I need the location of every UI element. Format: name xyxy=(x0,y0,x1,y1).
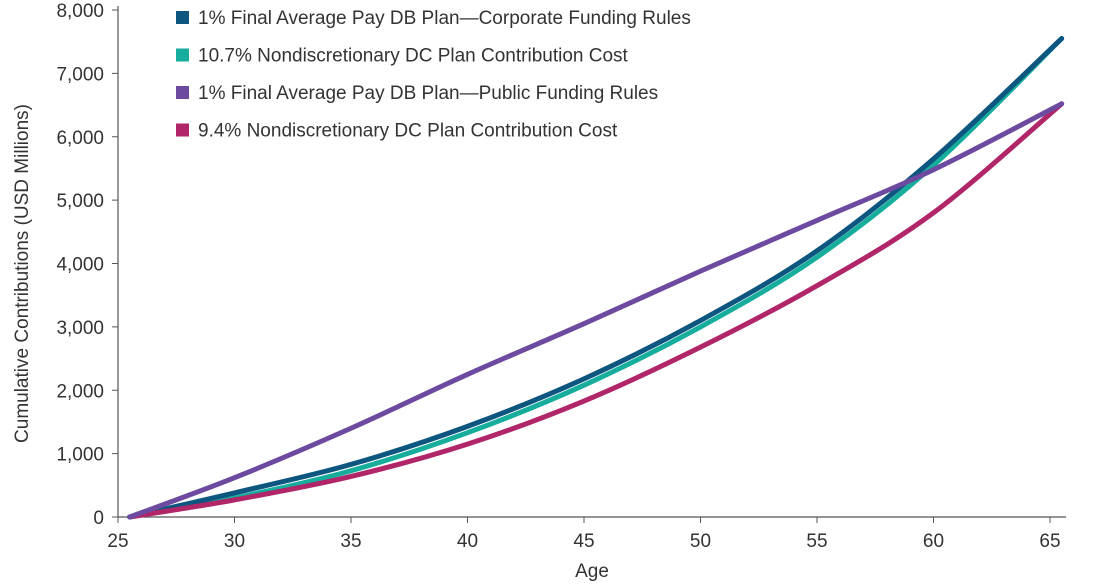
y-tick-label: 8,000 xyxy=(56,1,104,22)
legend-label-db-public: 1% Final Average Pay DB Plan—Public Fund… xyxy=(198,83,658,104)
x-tick-label: 30 xyxy=(224,531,245,552)
x-tick-label: 40 xyxy=(457,531,478,552)
y-tick-label: 3,000 xyxy=(56,318,104,339)
x-axis-title: Age xyxy=(575,561,609,582)
legend-swatch-dc-10-7 xyxy=(176,48,189,62)
y-tick-label: 1,000 xyxy=(56,445,104,466)
y-tick-label: 5,000 xyxy=(56,191,104,212)
legend: 1% Final Average Pay DB Plan—Corporate F… xyxy=(176,8,691,142)
y-axis-title: Cumulative Contributions (USD Millions) xyxy=(12,104,33,443)
series-line-db-corporate xyxy=(127,36,1065,520)
legend-label-dc-10-7: 10.7% Nondiscretionary DC Plan Contribut… xyxy=(198,46,629,67)
x-tick-label: 55 xyxy=(806,531,827,552)
legend-label-dc-9-4: 9.4% Nondiscretionary DC Plan Contributi… xyxy=(198,121,618,142)
y-tick-label: 4,000 xyxy=(56,255,104,276)
series-line-db-public xyxy=(127,101,1065,520)
axes: 0 1,000 2,000 3,000 4,000 5,000 6,000 7,000 8,00… xyxy=(12,1,1066,582)
x-tick-label: 25 xyxy=(107,531,128,552)
legend-label-db-corporate: 1% Final Average Pay DB Plan—Corporate F… xyxy=(198,8,691,29)
series-layer xyxy=(127,36,1065,520)
series-line-dc-10-7 xyxy=(127,36,1065,520)
x-tick-label: 35 xyxy=(340,531,361,552)
y-tick-label: 2,000 xyxy=(56,381,104,402)
y-tick-label: 6,000 xyxy=(56,128,104,149)
x-tick-label: 65 xyxy=(1039,531,1060,552)
y-tick-label: 7,000 xyxy=(56,64,104,85)
x-tick-label: 50 xyxy=(690,531,711,552)
legend-swatch-db-corporate xyxy=(176,11,189,24)
x-tick-label: 60 xyxy=(923,531,944,552)
legend-swatch-db-public xyxy=(176,86,189,99)
y-tick-label: 0 xyxy=(93,508,104,529)
x-tick-label: 45 xyxy=(573,531,594,552)
series-line-dc-9-4 xyxy=(127,101,1065,520)
legend-swatch-dc-9-4 xyxy=(176,123,189,137)
